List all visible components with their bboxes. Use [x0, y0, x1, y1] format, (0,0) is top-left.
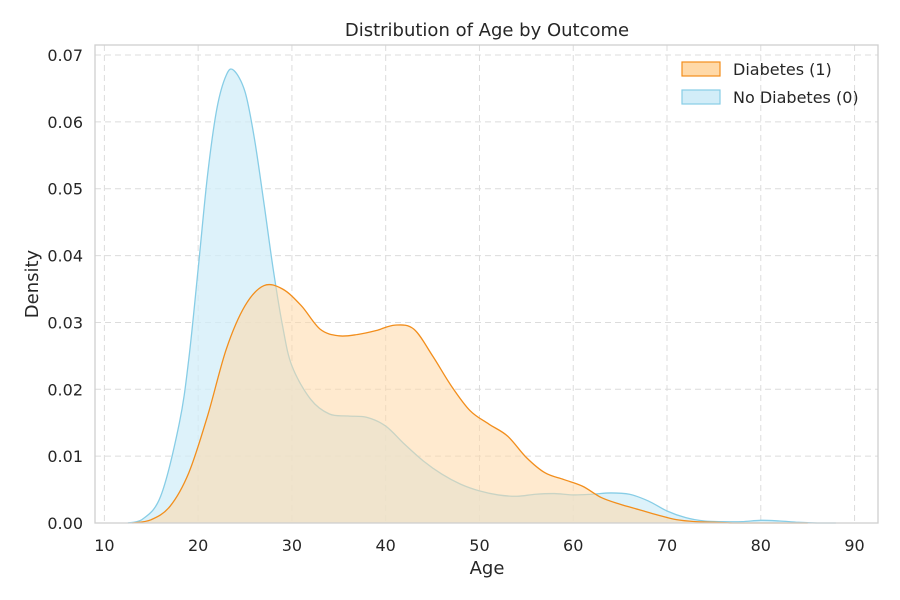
chart-title: Distribution of Age by Outcome	[345, 20, 629, 41]
y-tick-label: 0.03	[47, 313, 83, 332]
x-tick-label: 40	[376, 536, 396, 555]
plot-frame	[94, 44, 879, 524]
x-tick-label: 50	[469, 536, 489, 555]
x-tick-label: 20	[188, 536, 208, 555]
legend-swatch	[681, 89, 721, 105]
y-tick-label: 0.00	[47, 514, 83, 533]
y-axis-label: Density	[22, 249, 43, 318]
y-tick-label: 0.05	[47, 180, 83, 199]
y-tick-label: 0.07	[47, 46, 83, 65]
y-tick-label: 0.02	[47, 380, 83, 399]
y-tick-label: 0.06	[47, 113, 83, 132]
legend-label: No Diabetes (0)	[733, 88, 859, 107]
x-tick-label: 10	[94, 536, 114, 555]
area-line-series-0	[132, 283, 808, 524]
y-axis-ticks: 0.00 0.01 0.02 0.03 0.04 0.05 0.06 0.07	[47, 46, 83, 533]
y-tick-label: 0.04	[47, 247, 83, 266]
density-areas	[127, 68, 836, 524]
x-tick-label: 30	[282, 536, 302, 555]
x-tick-label: 90	[844, 536, 864, 555]
x-tick-label: 60	[563, 536, 583, 555]
legend: Diabetes (1) No Diabetes (0)	[681, 60, 859, 107]
x-tick-label: 70	[657, 536, 677, 555]
y-tick-label: 0.01	[47, 447, 83, 466]
x-axis-label: Age	[470, 558, 505, 579]
x-axis-ticks: 10 20 30 40 50 60 70 80 90	[94, 536, 865, 555]
x-tick-label: 80	[751, 536, 771, 555]
legend-label: Diabetes (1)	[733, 60, 832, 79]
area-fill-series-0	[132, 284, 808, 523]
legend-swatch	[681, 61, 721, 77]
